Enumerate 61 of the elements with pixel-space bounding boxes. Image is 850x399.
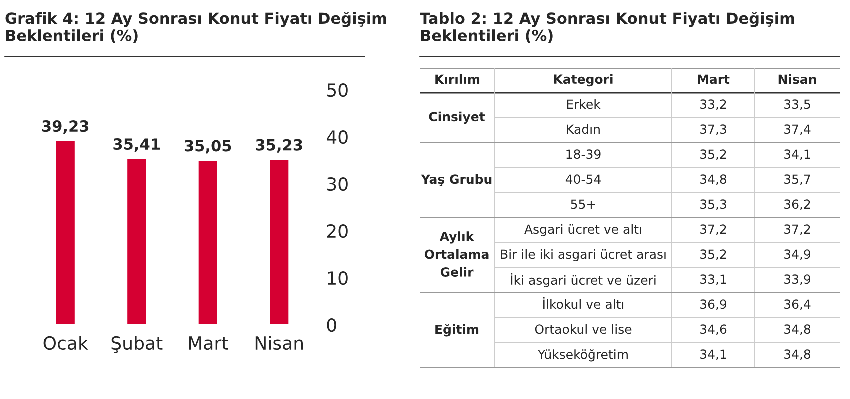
text: Tablo 2: 12 Ay Sonrası Konut Fiyatı Değişim Beklentileri (%) bbox=[420, 12, 794, 44]
text: 18-39 bbox=[566, 150, 601, 160]
text: 35,2 bbox=[700, 150, 726, 160]
text: Kategori bbox=[554, 74, 613, 87]
text: Aylık Ortalama Gelir bbox=[424, 232, 489, 277]
y-tick-label: 0 bbox=[327, 318, 336, 332]
text: Eğitim bbox=[436, 324, 479, 337]
text: 35,2 bbox=[700, 250, 726, 260]
text: Ortaokul ve lise bbox=[535, 324, 632, 334]
text: 35,7 bbox=[784, 174, 810, 186]
text: 37,4 bbox=[784, 124, 811, 136]
x-tick-label: Şubat bbox=[112, 336, 163, 354]
text: 36,4 bbox=[784, 300, 811, 310]
y-tick-label: 40 bbox=[326, 130, 348, 144]
x-tick-label: Ocak bbox=[44, 336, 88, 350]
x-tick-label: Mart bbox=[189, 336, 228, 350]
data-label: 39,23 bbox=[42, 120, 89, 134]
text: Nisan bbox=[778, 74, 816, 84]
data-label: 35,23 bbox=[256, 139, 302, 153]
chart-title: Grafik 4: 12 Ay Sonrası Konut Fiyatı Değişim Beklentileri (%) bbox=[6, 12, 386, 44]
text: 34,9 bbox=[784, 250, 811, 260]
bar bbox=[268, 158, 290, 325]
text: Erkek bbox=[567, 99, 601, 110]
text: Bir ile iki asgari ücret arası bbox=[501, 249, 666, 262]
text: 35,3 bbox=[700, 200, 726, 210]
text: 36,2 bbox=[784, 200, 810, 210]
text: 33,1 bbox=[700, 274, 726, 286]
y-tick-label: 10 bbox=[328, 271, 348, 286]
text: 34,1 bbox=[700, 350, 726, 360]
text: Yükseköğretim bbox=[538, 349, 628, 362]
y-tick-label: 20 bbox=[327, 224, 348, 238]
text: 34,8 bbox=[784, 350, 811, 360]
text: Cinsiyet bbox=[429, 112, 486, 124]
text: 37,2 bbox=[784, 224, 810, 236]
data-label: 35,05 bbox=[184, 140, 232, 154]
text: 36,9 bbox=[700, 300, 727, 310]
text: Yaş Grubu bbox=[421, 174, 492, 186]
text: 33,2 bbox=[700, 100, 726, 110]
text: 34,1 bbox=[784, 150, 810, 160]
text: İki asgari ücret ve üzeri bbox=[511, 274, 656, 288]
text: 37,2 bbox=[700, 224, 726, 236]
text: İlkokul ve altı bbox=[544, 298, 624, 310]
text: Kırılım bbox=[436, 74, 480, 84]
text: Mart bbox=[698, 74, 730, 84]
text: 37,3 bbox=[700, 124, 726, 136]
text: 55+ bbox=[571, 200, 596, 210]
bar bbox=[197, 160, 219, 325]
y-tick-label: 50 bbox=[328, 83, 348, 98]
text: 34,6 bbox=[700, 324, 727, 336]
text: Asgari ücret ve altı bbox=[524, 224, 642, 237]
y-tick-label: 30 bbox=[327, 177, 348, 192]
bar bbox=[126, 158, 148, 325]
text: 34,8 bbox=[700, 174, 727, 186]
text: 33,9 bbox=[784, 274, 811, 286]
text: 33,5 bbox=[784, 100, 810, 110]
text: Kadın bbox=[567, 124, 600, 134]
text: 34,8 bbox=[784, 324, 811, 336]
bar bbox=[54, 140, 76, 325]
data-label: 35,41 bbox=[114, 138, 160, 152]
x-tick-label: Nisan bbox=[256, 336, 304, 350]
text: 40-54 bbox=[566, 174, 601, 184]
